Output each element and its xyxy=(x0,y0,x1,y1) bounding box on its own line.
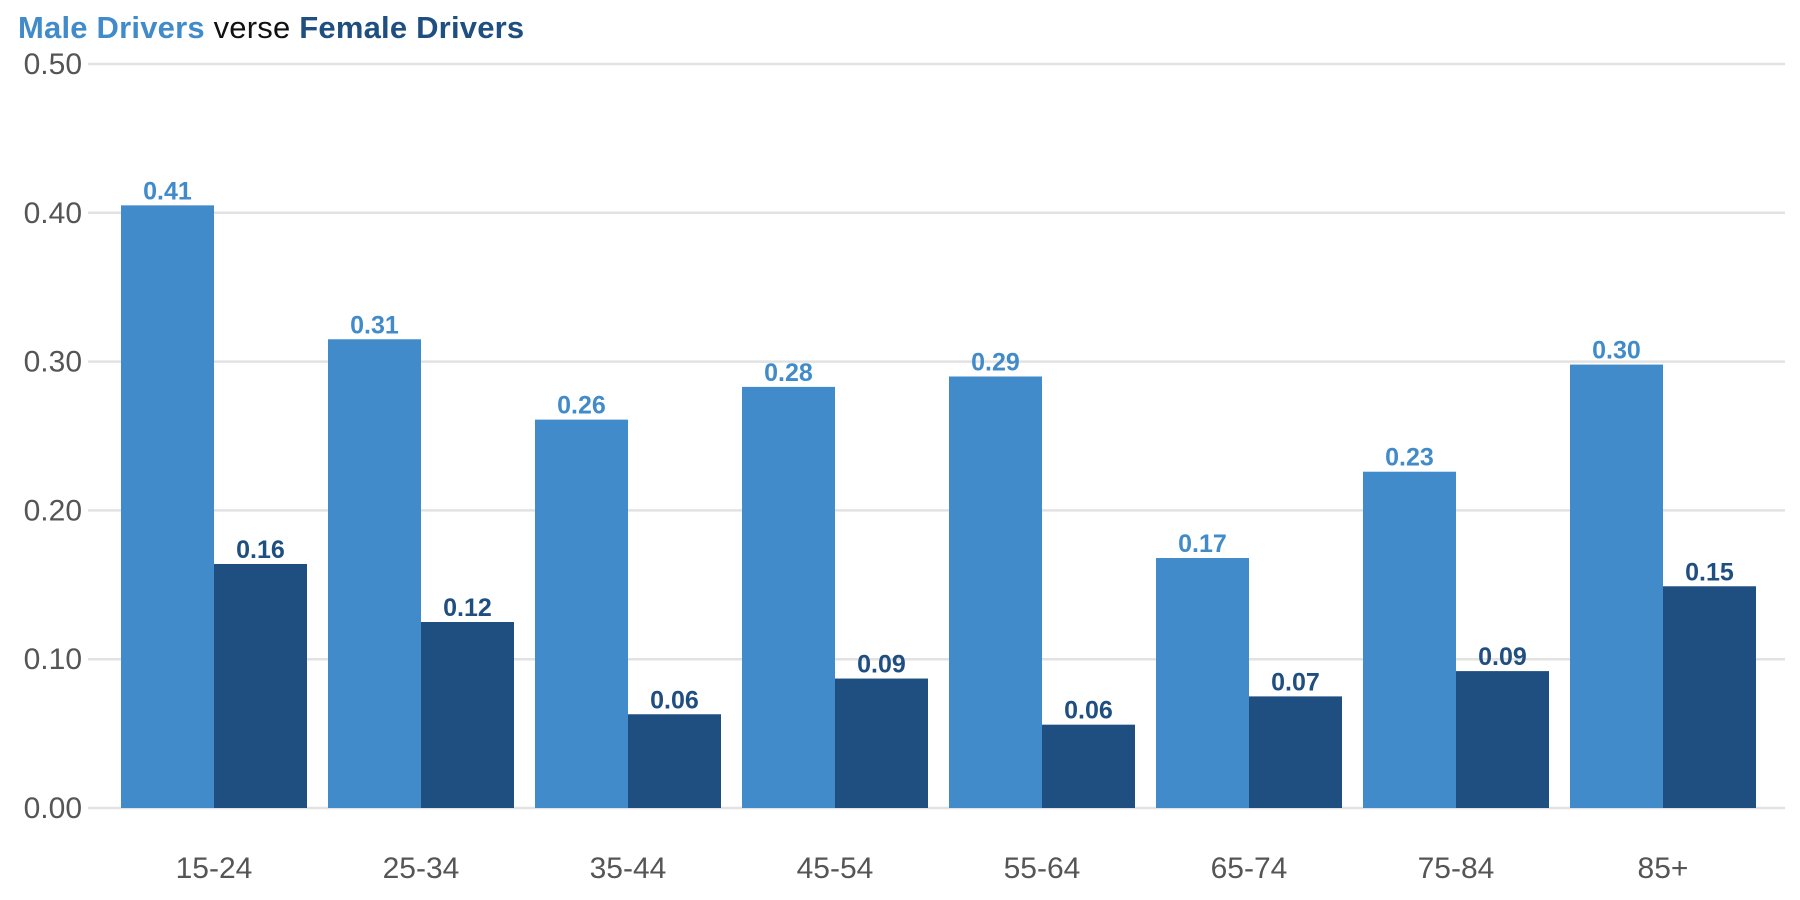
bar-male-75-84 xyxy=(1363,471,1456,808)
data-label-male-45-54: 0.28 xyxy=(764,359,813,387)
data-labels: 0.41 0.16 0.31 0.12 0.26 0.06 0.28 0.09 0.29 0.06… xyxy=(143,177,1734,724)
bars xyxy=(121,205,1756,809)
data-label-female-75-84: 0.09 xyxy=(1478,643,1527,671)
title-joiner: verse xyxy=(213,10,291,45)
bar-male-45-54 xyxy=(742,386,835,808)
bar-female-65-74 xyxy=(1249,696,1342,808)
y-tick-label: 0.40 xyxy=(24,197,82,230)
bar-female-25-34 xyxy=(421,622,514,808)
data-label-male-75-84: 0.23 xyxy=(1385,444,1434,472)
bar-female-55-64 xyxy=(1042,724,1135,808)
title-female-drivers: Female Drivers xyxy=(299,10,525,45)
x-axis-ticks: 15-24 25-34 35-44 45-54 55-64 65-74 75-84 85+ xyxy=(176,852,1689,885)
bar-female-45-54 xyxy=(835,678,928,808)
data-label-female-85+: 0.15 xyxy=(1685,558,1734,586)
bar-male-85+ xyxy=(1570,364,1663,808)
data-label-male-65-74: 0.17 xyxy=(1178,530,1227,558)
x-tick-label: 15-24 xyxy=(176,852,253,885)
data-label-female-25-34: 0.12 xyxy=(443,594,492,622)
x-tick-label: 35-44 xyxy=(590,852,667,885)
bar-male-65-74 xyxy=(1156,558,1249,808)
data-label-male-55-64: 0.29 xyxy=(971,348,1020,376)
title-male-drivers: Male Drivers xyxy=(18,10,205,45)
data-label-female-35-44: 0.06 xyxy=(650,686,699,714)
x-tick-label: 45-54 xyxy=(797,852,874,885)
y-tick-label: 0.30 xyxy=(24,346,82,379)
data-label-female-45-54: 0.09 xyxy=(857,651,906,679)
y-tick-label: 0.10 xyxy=(24,643,82,676)
bar-female-15-24 xyxy=(214,563,307,808)
x-tick-label: 25-34 xyxy=(383,852,460,885)
bar-male-15-24 xyxy=(121,205,214,809)
y-axis-ticks: 0.00 0.10 0.20 0.30 0.40 0.50 xyxy=(24,48,82,825)
y-tick-label: 0.20 xyxy=(24,494,82,527)
bar-female-35-44 xyxy=(628,714,721,808)
data-label-female-15-24: 0.16 xyxy=(236,536,285,564)
data-label-male-15-24: 0.41 xyxy=(143,177,192,205)
bar-male-55-64 xyxy=(949,376,1042,808)
x-tick-label: 85+ xyxy=(1638,852,1689,885)
y-tick-label: 0.00 xyxy=(24,792,82,825)
data-label-female-65-74: 0.07 xyxy=(1271,668,1320,696)
bar-female-85+ xyxy=(1663,586,1756,808)
data-label-male-25-34: 0.31 xyxy=(350,311,399,339)
data-label-male-85+: 0.30 xyxy=(1592,337,1641,365)
bar-female-75-84 xyxy=(1456,671,1549,808)
y-tick-label: 0.50 xyxy=(24,48,82,81)
bar-male-25-34 xyxy=(328,339,421,808)
x-tick-label: 55-64 xyxy=(1004,852,1081,885)
data-label-male-35-44: 0.26 xyxy=(557,392,606,420)
bar-male-35-44 xyxy=(535,419,628,808)
data-label-female-55-64: 0.06 xyxy=(1064,697,1113,725)
chart-title: Male Drivers verse Female Drivers xyxy=(18,10,524,46)
x-tick-label: 75-84 xyxy=(1418,852,1495,885)
x-tick-label: 65-74 xyxy=(1211,852,1288,885)
